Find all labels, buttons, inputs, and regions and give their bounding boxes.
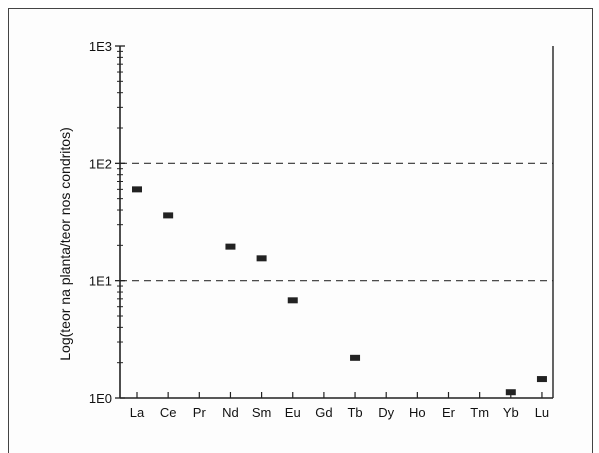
chart-frame	[8, 8, 593, 453]
x-tick-label-Lu: Lu	[535, 405, 549, 420]
y-tick-label: 1E3	[89, 39, 112, 54]
y-axis-title: Log(teor na planta/teor nos condritos)	[57, 127, 73, 360]
x-tick-label-Dy: Dy	[378, 405, 394, 420]
data-point-Tb	[350, 354, 361, 361]
x-tick-label-Eu: Eu	[285, 405, 301, 420]
x-tick-label-Yb: Yb	[503, 405, 519, 420]
y-axis-ticks: 1E0 1E1 1E2 1E3	[89, 39, 125, 406]
data-point-Nd	[225, 243, 236, 250]
x-tick-label-La: La	[130, 405, 145, 420]
data-point-Ce	[163, 212, 174, 219]
x-tick-label-Ce: Ce	[160, 405, 177, 420]
x-tick-label-Sm: Sm	[252, 405, 272, 420]
data-points	[132, 186, 547, 396]
data-point-Eu	[287, 297, 298, 304]
data-point-Lu	[536, 376, 547, 383]
y-tick-label: 1E1	[89, 274, 112, 289]
y-tick-label: 1E2	[89, 156, 112, 171]
x-tick-label-Tb: Tb	[347, 405, 362, 420]
x-tick-label-Ho: Ho	[409, 405, 426, 420]
gridlines	[120, 162, 553, 282]
axes	[119, 46, 554, 399]
x-tick-label-Gd: Gd	[315, 405, 332, 420]
x-tick-label-Tm: Tm	[470, 405, 489, 420]
x-tick-label-Nd: Nd	[222, 405, 239, 420]
y-tick-label: 1E0	[89, 391, 112, 406]
data-point-Sm	[256, 255, 267, 262]
data-point-Yb	[505, 389, 516, 396]
x-tick-label-Er: Er	[442, 405, 456, 420]
x-axis-ticks: La Ce Pr Nd Sm Eu Gd Tb Dy Ho Er Tm Yb Lu	[130, 392, 549, 420]
data-point-La	[132, 186, 142, 193]
x-tick-label-Pr: Pr	[193, 405, 207, 420]
